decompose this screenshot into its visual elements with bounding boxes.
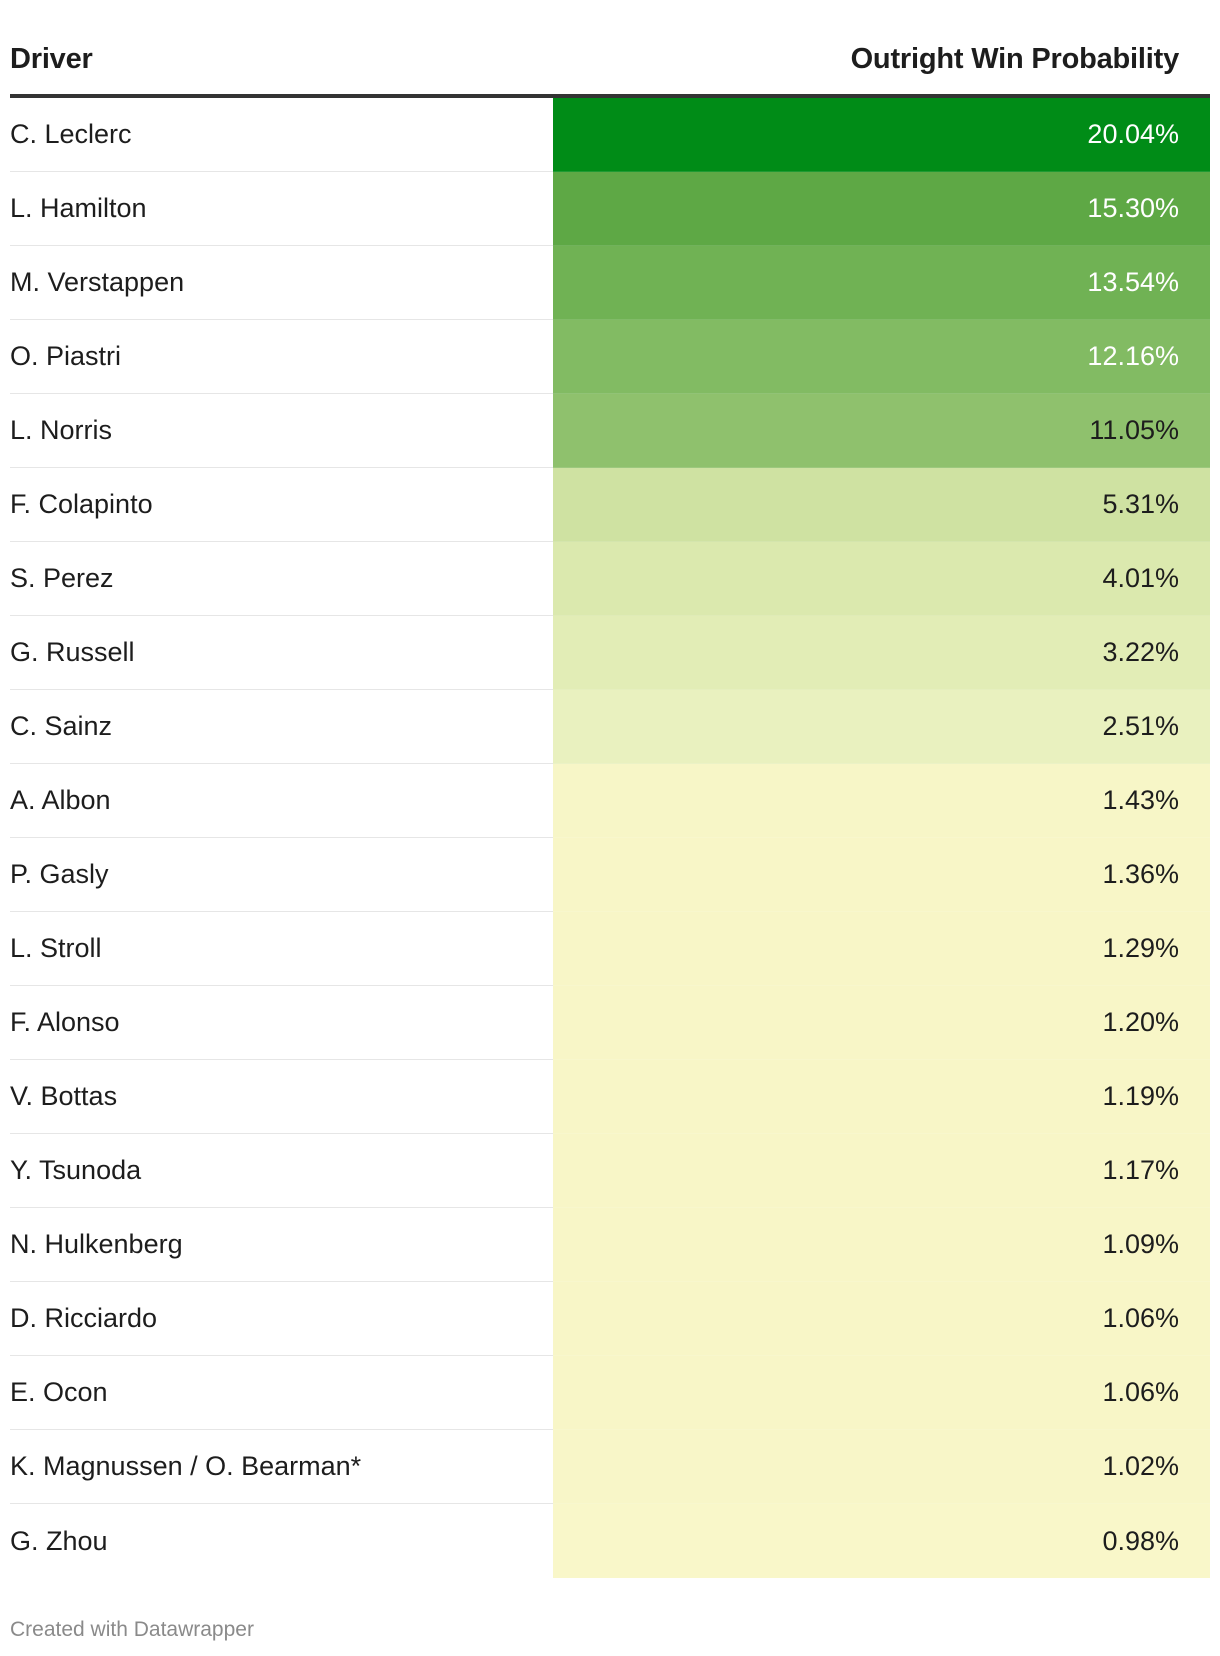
driver-name-cell: Y. Tsunoda (10, 1134, 553, 1208)
driver-name-cell: S. Perez (10, 542, 553, 616)
driver-name-cell: O. Piastri (10, 320, 553, 394)
table-row: L. Hamilton 15.30% (10, 172, 1210, 246)
win-probability-cell: 12.16% (553, 320, 1210, 394)
column-header-probability[interactable]: Outright Win Probability (850, 43, 1180, 75)
table-row: P. Gasly 1.36% (10, 838, 1210, 912)
driver-name-cell: M. Verstappen (10, 246, 553, 320)
table-row: L. Stroll 1.29% (10, 912, 1210, 986)
table-row: F. Alonso 1.20% (10, 986, 1210, 1060)
table-row: K. Magnussen / O. Bearman* 1.02% (10, 1430, 1210, 1504)
win-probability-cell: 1.43% (553, 764, 1210, 838)
driver-name-cell: A. Albon (10, 764, 553, 838)
driver-name-cell: C. Leclerc (10, 98, 553, 172)
driver-name-cell: P. Gasly (10, 838, 553, 912)
table-row: G. Zhou 0.98% (10, 1504, 1210, 1578)
driver-name-cell: G. Zhou (10, 1525, 108, 1556)
column-header-driver[interactable]: Driver (10, 43, 93, 75)
win-probability-cell: 4.01% (553, 542, 1210, 616)
driver-name-cell: F. Alonso (10, 986, 553, 1060)
win-probability-cell: 1.02% (553, 1430, 1210, 1504)
table-row: V. Bottas 1.19% (10, 1060, 1210, 1134)
driver-name-cell: E. Ocon (10, 1356, 553, 1430)
table-row: C. Sainz 2.51% (10, 690, 1210, 764)
win-probability-cell: 1.06% (553, 1356, 1210, 1430)
win-probability-cell: 13.54% (553, 246, 1210, 320)
win-probability-cell: 15.30% (553, 172, 1210, 246)
driver-name-cell: D. Ricciardo (10, 1282, 553, 1356)
table-row: L. Norris 11.05% (10, 394, 1210, 468)
win-probability-cell: 11.05% (553, 394, 1210, 468)
table-row: N. Hulkenberg 1.09% (10, 1208, 1210, 1282)
win-probability-cell: 1.17% (553, 1134, 1210, 1208)
table-row: Y. Tsunoda 1.17% (10, 1134, 1210, 1208)
win-probability-cell: 1.36% (553, 838, 1210, 912)
win-probability-cell: 1.06% (553, 1282, 1210, 1356)
driver-name-cell: V. Bottas (10, 1060, 553, 1134)
driver-name-cell: N. Hulkenberg (10, 1208, 553, 1282)
table-row: O. Piastri 12.16% (10, 320, 1210, 394)
win-probability-cell: 5.31% (553, 468, 1210, 542)
table-row: M. Verstappen 13.54% (10, 246, 1210, 320)
driver-name-cell: K. Magnussen / O. Bearman* (10, 1430, 553, 1504)
driver-name-cell: C. Sainz (10, 690, 553, 764)
win-probability-cell: 0.98% (553, 1504, 1210, 1578)
table-row: D. Ricciardo 1.06% (10, 1282, 1210, 1356)
win-probability-cell: 2.51% (553, 690, 1210, 764)
table-row: F. Colapinto 5.31% (10, 468, 1210, 542)
table-body: C. Leclerc 20.04% L. Hamilton 15.30% M. Vers… (10, 98, 1210, 1578)
driver-name-cell: L. Norris (10, 394, 553, 468)
datawrapper-credit: Created with Datawrapper (10, 1618, 254, 1641)
table-row: S. Perez 4.01% (10, 542, 1210, 616)
table-header: Driver Outright Win Probability (10, 30, 1210, 98)
win-probability-cell: 20.04% (553, 98, 1210, 172)
table-row: A. Albon 1.43% (10, 764, 1210, 838)
win-probability-table: Driver Outright Win Probability C. Lecle… (10, 30, 1210, 1578)
driver-name-cell: F. Colapinto (10, 468, 553, 542)
driver-name-cell: G. Russell (10, 616, 553, 690)
win-probability-cell: 1.29% (553, 912, 1210, 986)
win-probability-cell: 3.22% (553, 616, 1210, 690)
win-probability-cell: 1.09% (553, 1208, 1210, 1282)
table-row: C. Leclerc 20.04% (10, 98, 1210, 172)
driver-name-cell: L. Stroll (10, 912, 553, 986)
win-probability-cell: 1.20% (553, 986, 1210, 1060)
table-row: G. Russell 3.22% (10, 616, 1210, 690)
win-probability-cell: 1.19% (553, 1060, 1210, 1134)
driver-name-cell: L. Hamilton (10, 172, 553, 246)
table-row: E. Ocon 1.06% (10, 1356, 1210, 1430)
